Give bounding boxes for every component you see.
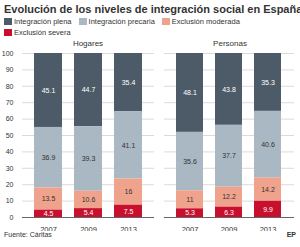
svg-text:10.6: 10.6 — [82, 196, 96, 203]
svg-text:80: 80 — [6, 83, 14, 90]
svg-text:35.3: 35.3 — [261, 79, 275, 86]
svg-text:40.6: 40.6 — [261, 141, 275, 148]
html-text:Hogares: Hogares — [72, 39, 104, 48]
svg-text:60: 60 — [6, 115, 14, 122]
html-text:EP: EP — [286, 231, 296, 238]
svg-text:2007: 2007 — [40, 225, 57, 231]
html-text:Fuente: Cáritas: Fuente: Cáritas — [4, 231, 52, 238]
svg-text:5.4: 5.4 — [84, 209, 94, 216]
svg-text:2013: 2013 — [260, 225, 277, 231]
svg-text:90: 90 — [6, 66, 14, 73]
svg-text:35.4: 35.4 — [122, 79, 136, 86]
svg-text:10: 10 — [6, 197, 14, 204]
svg-text:13.5: 13.5 — [42, 195, 56, 202]
svg-text:16: 16 — [125, 188, 133, 195]
svg-text:48.1: 48.1 — [183, 89, 197, 96]
svg-text:20: 20 — [6, 181, 14, 188]
html-text:Integración plena: Integración plena — [14, 17, 72, 26]
svg-text:37.7: 37.7 — [222, 152, 236, 159]
html-text:Personas: Personas — [213, 39, 247, 48]
svg-text:12.2: 12.2 — [222, 193, 236, 200]
svg-text:36.9: 36.9 — [42, 154, 56, 161]
svg-text:2009: 2009 — [221, 225, 238, 231]
svg-text:100: 100 — [2, 50, 14, 57]
svg-text:40: 40 — [6, 148, 14, 155]
svg-text:70: 70 — [6, 99, 14, 106]
svg-text:43.8: 43.8 — [222, 86, 236, 93]
svg-text:0: 0 — [10, 214, 14, 221]
svg-text:39.3: 39.3 — [82, 155, 96, 162]
svg-text:5.3: 5.3 — [185, 209, 195, 216]
svg-text:9.9: 9.9 — [263, 206, 273, 213]
svg-text:11: 11 — [186, 196, 193, 203]
svg-text:30: 30 — [6, 165, 14, 172]
html-text:Exclusión severa: Exclusión severa — [14, 28, 71, 37]
svg-text:2013: 2013 — [120, 225, 137, 231]
svg-text:2009: 2009 — [80, 225, 97, 231]
svg-text:50: 50 — [6, 132, 14, 139]
svg-text:2007: 2007 — [182, 225, 199, 231]
svg-text:4.5: 4.5 — [44, 210, 54, 217]
svg-text:6.3: 6.3 — [224, 209, 234, 216]
svg-text:44.7: 44.7 — [82, 86, 96, 93]
svg-text:14.2: 14.2 — [261, 186, 275, 193]
svg-text:35.6: 35.6 — [183, 158, 197, 165]
html-text:Exclusión moderada: Exclusión moderada — [171, 17, 240, 26]
svg-text:45.1: 45.1 — [42, 87, 56, 94]
html-text:Integración precaria: Integración precaria — [88, 17, 155, 26]
svg-text:41.1: 41.1 — [122, 141, 136, 148]
svg-text:7.5: 7.5 — [124, 208, 134, 215]
